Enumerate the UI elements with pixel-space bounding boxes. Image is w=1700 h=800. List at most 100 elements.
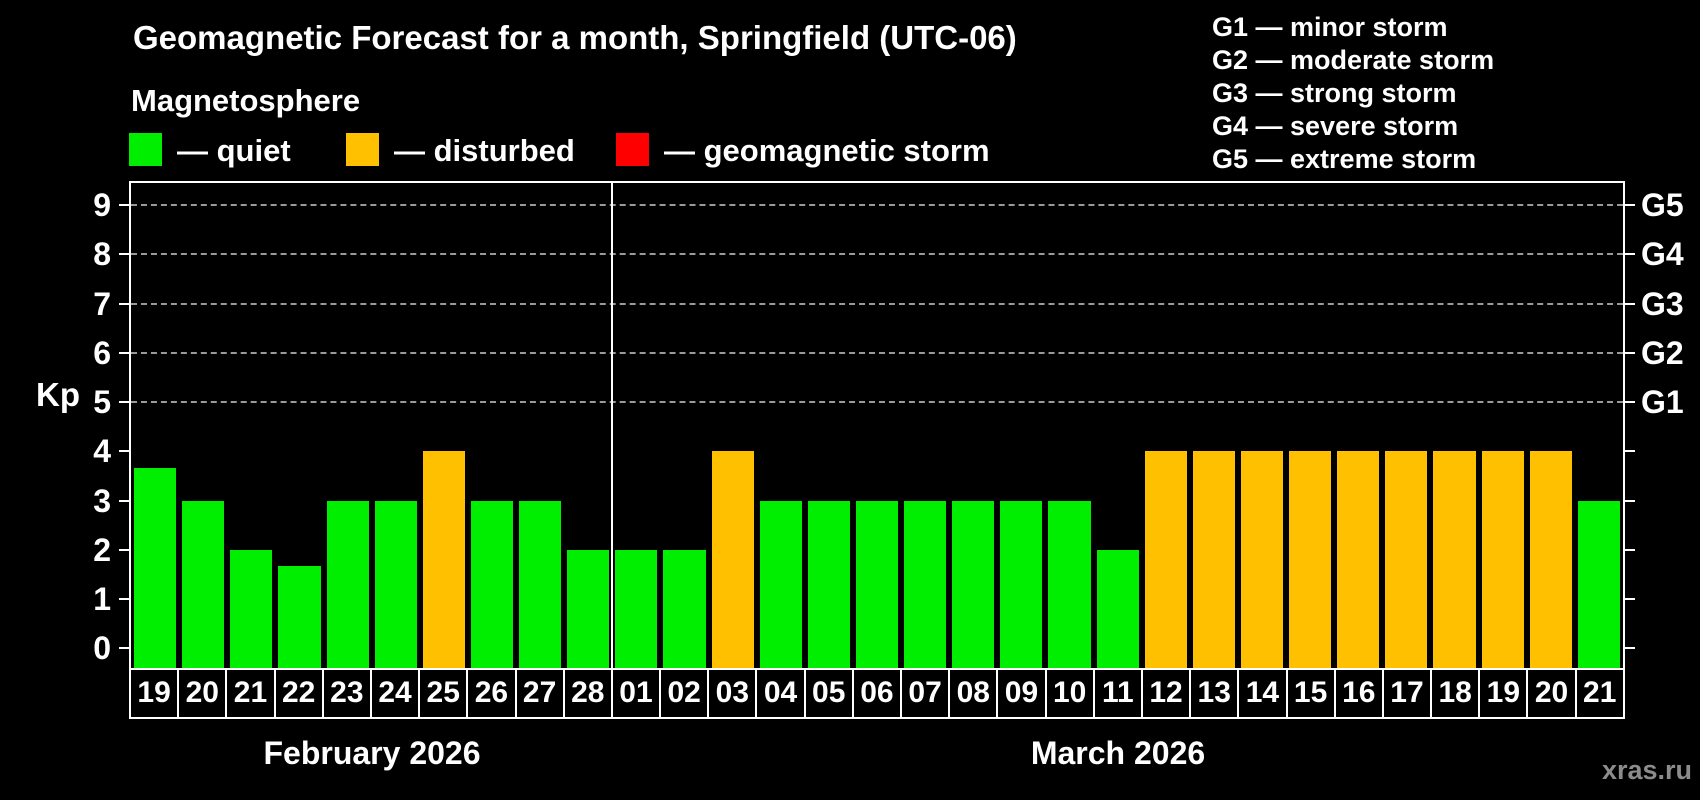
right-axis-tick-4 [1625,450,1635,453]
day-cell-15: 15 [1288,670,1336,717]
month-label-february: February 2026 [263,735,481,771]
kp-bar-day-17 [1385,451,1428,668]
y-axis-tick-label-4: 4 [93,433,111,470]
day-cell-20: 20 [179,670,228,717]
y-axis-tick-3 [119,499,129,502]
kp-bar-day-05 [807,500,850,668]
day-cell-06: 06 [854,670,902,717]
gridline-kp-5 [131,401,1623,404]
y-axis-tick-1 [119,598,129,601]
kp-bar-day-28 [567,549,610,668]
kp-bar-day-10 [1048,500,1091,668]
x-axis-day-row: 19 20 21 22 23 24 25 26 27 28 01 02 03 04 05 06 07 08 09 10… [129,668,1625,719]
day-cell-11: 11 [1095,670,1143,717]
right-axis-tick-5 [1625,401,1635,404]
y-axis-tick-8 [119,253,129,256]
y-axis-tick-5 [119,401,129,404]
right-axis-tick-0 [1625,647,1635,650]
kp-bar-day-08 [952,500,995,668]
y-axis-tick-6 [119,351,129,354]
day-cell-16: 16 [1336,670,1384,717]
kp-bar-day-23 [326,500,369,668]
day-cell-19: 19 [131,670,180,717]
month-divider [611,183,614,668]
kp-bar-day-16 [1337,451,1380,668]
right-axis-label-g3: G3 [1641,285,1684,322]
day-cell-26: 26 [468,670,517,717]
plot-area: 0 1 2 3 4 5 G1 6 G2 7 G3 8 G4 9 G5 [93,181,1684,668]
day-cell-07: 07 [902,670,951,717]
y-axis-tick-label-9: 9 [93,187,111,224]
g-scale-legend: G1 — minor storm G2 — moderate storm G3 — … [1212,11,1494,176]
y-axis-tick-7 [119,302,129,305]
right-axis-tick-3 [1625,499,1635,502]
y-axis-tick-label-6: 6 [93,334,111,371]
kp-bar-day-02 [663,549,706,668]
day-cell-10: 10 [1047,670,1095,717]
kp-bar-day-24 [374,500,417,668]
kp-bar-day-11 [1096,549,1139,668]
right-axis-label-g4: G4 [1641,236,1684,273]
kp-bar-day-22 [278,566,321,668]
page-title: Geomagnetic Forecast for a month, Spring… [133,19,1017,56]
y-axis-label: Kp [36,376,80,413]
kp-bar-day-25 [422,451,465,668]
day-cell-14: 14 [1239,670,1288,717]
kp-bar-day-18 [1433,451,1476,668]
legend-swatch-storm [616,133,649,166]
right-axis-label-g1: G1 [1641,384,1684,421]
kp-bar-day-20 [182,500,225,668]
right-axis-label-g2: G2 [1641,334,1684,371]
right-axis-tick-9 [1625,204,1635,207]
kp-bar-day-07 [904,500,947,668]
gridline-kp-6 [131,351,1623,354]
kp-bar-day-09 [1000,500,1043,668]
day-cell-24: 24 [372,670,421,717]
kp-bar-day-26 [470,500,514,668]
day-cell-05: 05 [806,670,854,717]
day-cell-04: 04 [757,670,806,717]
day-cell-19: 19 [1480,670,1529,717]
legend-label-storm: — geomagnetic storm [664,133,990,168]
kp-bar-day-03 [711,451,754,668]
y-axis-tick-label-1: 1 [93,581,111,618]
right-axis-label-g5: G5 [1641,187,1684,224]
y-axis-tick-label-5: 5 [93,384,111,421]
gridline-kp-9 [131,204,1623,207]
kp-bar-day-15 [1289,451,1332,668]
y-axis-tick-4 [119,450,129,453]
watermark: xras.ru [1601,755,1692,785]
day-cell-08: 08 [950,670,999,717]
g-legend-line-1: G1 — minor storm [1212,12,1448,42]
day-cell-25: 25 [420,670,469,717]
day-cell-01: 01 [613,670,662,717]
right-axis-tick-2 [1625,548,1635,551]
g-legend-line-5: G5 — extreme storm [1212,144,1477,174]
right-axis-tick-6 [1625,351,1635,354]
kp-bar-day-20 [1529,451,1572,668]
gridline-kp-7 [131,302,1623,305]
kp-bar-day-14 [1240,451,1284,668]
y-axis-tick-label-0: 0 [93,630,111,667]
legend-label-quiet: — quiet [177,133,291,168]
y-axis-tick-label-3: 3 [93,482,111,519]
day-cell-27: 27 [517,670,565,717]
day-cell-18: 18 [1432,670,1481,717]
y-axis-tick-9 [119,204,129,207]
right-axis-tick-7 [1625,302,1635,305]
day-cell-23: 23 [324,670,372,717]
legend-heading: Magnetosphere [131,83,361,118]
day-cell-02: 02 [661,670,710,717]
day-cell-12: 12 [1143,670,1192,717]
kp-bar-day-27 [519,500,562,668]
g-legend-line-2: G2 — moderate storm [1212,45,1495,75]
day-cell-20: 20 [1528,670,1577,717]
y-axis-tick-label-8: 8 [93,236,111,273]
kp-bar-day-19 [134,467,177,668]
kp-bar-day-19 [1481,451,1524,668]
kp-bar-day-06 [855,500,899,668]
y-axis-tick-0 [119,647,129,650]
day-cell-09: 09 [998,670,1047,717]
day-cell-13: 13 [1191,670,1240,717]
right-axis-tick-8 [1625,253,1635,256]
